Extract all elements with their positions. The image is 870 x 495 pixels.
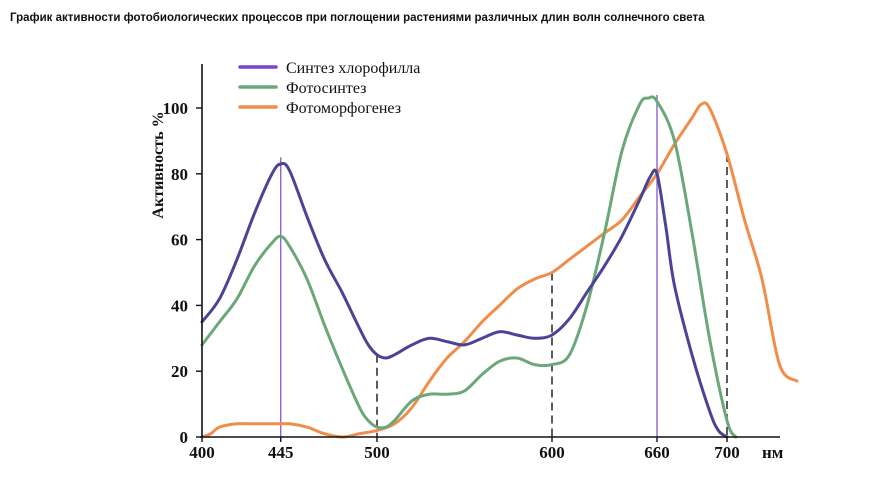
series-line-1 bbox=[200, 161, 729, 439]
legend-label-3: Фотоморфогенез bbox=[286, 100, 401, 117]
series-line-3 bbox=[200, 101, 799, 439]
legend-label-2: Фотосинтез bbox=[286, 80, 366, 97]
x-tick-label-400: 400 bbox=[189, 443, 215, 462]
x-tick-label-445: 445 bbox=[268, 443, 294, 462]
x-axis-unit-label: нм bbox=[762, 443, 784, 462]
x-tick-label-500: 500 bbox=[364, 443, 390, 462]
y-tick-label-20: 20 bbox=[171, 362, 188, 381]
page-title: График активности фотобиологических проц… bbox=[10, 12, 705, 24]
y-tick-label-40: 40 bbox=[171, 296, 188, 315]
y-tick-label-0: 0 bbox=[180, 428, 189, 447]
x-tick-label-660: 660 bbox=[644, 443, 670, 462]
x-tick-label-600: 600 bbox=[539, 443, 565, 462]
legend: Синтез хлорофилла Фотосинтез Фотоморфогене… bbox=[238, 60, 420, 117]
legend-label-1: Синтез хлорофилла bbox=[286, 60, 420, 77]
y-tick-label-60: 60 bbox=[171, 231, 188, 250]
y-tick-label-100: 100 bbox=[163, 99, 189, 118]
y-axis-label: Активность % bbox=[150, 111, 167, 218]
y-tick-label-80: 80 bbox=[171, 165, 188, 184]
x-tick-label-700: 700 bbox=[714, 443, 740, 462]
series-line-2 bbox=[200, 95, 738, 439]
